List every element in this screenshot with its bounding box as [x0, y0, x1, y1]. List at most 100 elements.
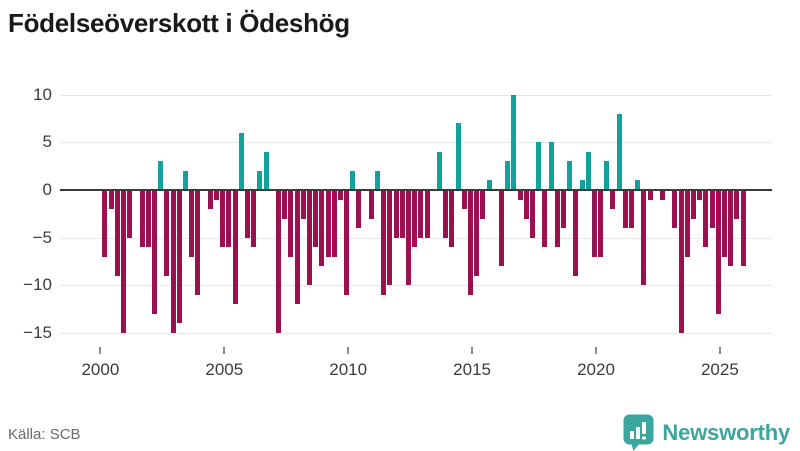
bar-2014-q3: [461, 190, 467, 210]
x-axis-tick-label: 2015: [453, 360, 491, 379]
bar-2008-q1: [300, 190, 306, 219]
bar-2002-q2: [158, 161, 164, 190]
x-axis-tick: [718, 347, 721, 354]
bar-2001-q4: [145, 190, 151, 248]
bar-2000-q2: [108, 190, 114, 210]
bar-2007-q4: [294, 190, 300, 305]
bar-2018-q2: [554, 190, 560, 248]
bar-2016-q1: [498, 190, 504, 267]
bar-2023-q1: [672, 190, 678, 229]
x-axis-tick-label: 2000: [81, 360, 120, 379]
bar-2002-q1: [152, 190, 158, 314]
bar-2008-q3: [313, 190, 319, 248]
bar-2024-q4: [715, 190, 721, 314]
bar-2020-q1: [598, 190, 604, 257]
bar-2017-q1: [523, 190, 529, 219]
bar-2011-q2: [381, 190, 387, 295]
bar-2022-q1: [647, 190, 653, 200]
bar-2004-q3: [214, 190, 219, 200]
bar-2004-q2: [207, 190, 213, 210]
bar-2003-q1: [176, 190, 182, 324]
bar-2021-q1: [622, 190, 628, 229]
bar-2001-q1: [127, 190, 133, 238]
bar-2007-q2: [282, 190, 288, 219]
y-axis-tick-label: −15: [23, 322, 52, 342]
newsworthy-wordmark: Newsworthy: [662, 419, 790, 445]
bar-2024-q1: [697, 190, 703, 200]
bar-2010-q1: [350, 170, 356, 190]
bar-2021-q4: [641, 190, 647, 286]
chart-title: Födelseöverskott i Ödeshög: [8, 8, 350, 38]
bar-2012-q1: [399, 190, 405, 238]
bar-2024-q2: [703, 190, 709, 248]
bar-2003-q3: [189, 190, 195, 257]
bar-2014-q2: [455, 123, 461, 190]
bar-2021-q2: [629, 190, 635, 229]
bar-2016-q2: [505, 161, 511, 190]
bar-2023-q3: [684, 190, 690, 257]
bar-2020-q4: [616, 113, 622, 190]
bar-2015-q3: [486, 180, 492, 190]
source-note: Källa: SCB: [8, 426, 81, 443]
bar-2010-q2: [356, 190, 362, 229]
bar-2019-q1: [573, 190, 579, 276]
bar-2005-q2: [232, 190, 238, 305]
bar-2013-q3: [437, 151, 443, 190]
bar-2000-q4: [121, 190, 127, 333]
y-axis-tick-label: 5: [42, 132, 52, 152]
bar-2009-q1: [325, 190, 331, 257]
y-axis-tick-label: 0: [42, 180, 52, 199]
bar-2008-q2: [306, 190, 312, 286]
bar-2025-q2: [728, 190, 734, 267]
x-axis-tick: [595, 347, 597, 354]
bar-2004-q4: [220, 190, 226, 248]
bar-2000-q3: [114, 190, 120, 276]
bar-2023-q2: [678, 190, 684, 333]
bar-2009-q2: [331, 190, 337, 257]
bar-2017-q3: [536, 142, 542, 190]
bar-2016-q4: [517, 190, 523, 200]
bar-2025-q3: [734, 190, 740, 219]
x-axis-tick-label: 2005: [205, 360, 244, 379]
bar-2007-q3: [288, 190, 294, 257]
bar-2016-q3: [511, 94, 517, 190]
y-gridline: [60, 332, 772, 334]
bar-2005-q1: [226, 190, 232, 248]
y-gridline: [60, 94, 772, 96]
bar-2019-q2: [579, 180, 585, 190]
bar-2003-q2: [183, 170, 189, 190]
bar-2011-q3: [387, 190, 393, 286]
bar-2003-q4: [195, 190, 201, 295]
bar-2017-q2: [529, 190, 535, 238]
bar-2012-q4: [418, 190, 424, 238]
bar-2001-q3: [139, 190, 145, 248]
bar-2023-q4: [691, 190, 697, 219]
bar-2014-q1: [449, 190, 455, 248]
bar-2018-q4: [567, 161, 573, 190]
bar-2024-q3: [709, 190, 715, 229]
bar-2006-q2: [257, 170, 263, 190]
bar-2020-q2: [604, 161, 610, 190]
x-axis-tick: [347, 347, 350, 354]
bar-2009-q3: [337, 190, 343, 200]
bar-2019-q4: [591, 190, 597, 257]
newsworthy-logo: Newsworthy: [623, 414, 790, 451]
x-axis-tick: [471, 347, 474, 354]
bar-2018-q3: [560, 190, 566, 229]
bar-2021-q3: [635, 180, 641, 190]
y-gridline: [60, 142, 772, 144]
x-axis-tick-label: 2010: [329, 360, 368, 379]
bar-2017-q4: [542, 190, 548, 248]
bar-2007-q1: [275, 190, 281, 333]
x-axis-tick-label: 2020: [577, 360, 615, 379]
y-axis-tick-label: −10: [23, 275, 52, 295]
bar-2025-q1: [721, 190, 727, 257]
bar-2010-q4: [368, 190, 374, 219]
bar-2009-q4: [344, 190, 350, 295]
bar-2015-q1: [474, 190, 480, 276]
newsworthy-badge-icon: [623, 414, 654, 451]
bar-2006-q3: [263, 151, 269, 190]
bar-2013-q4: [443, 190, 449, 238]
